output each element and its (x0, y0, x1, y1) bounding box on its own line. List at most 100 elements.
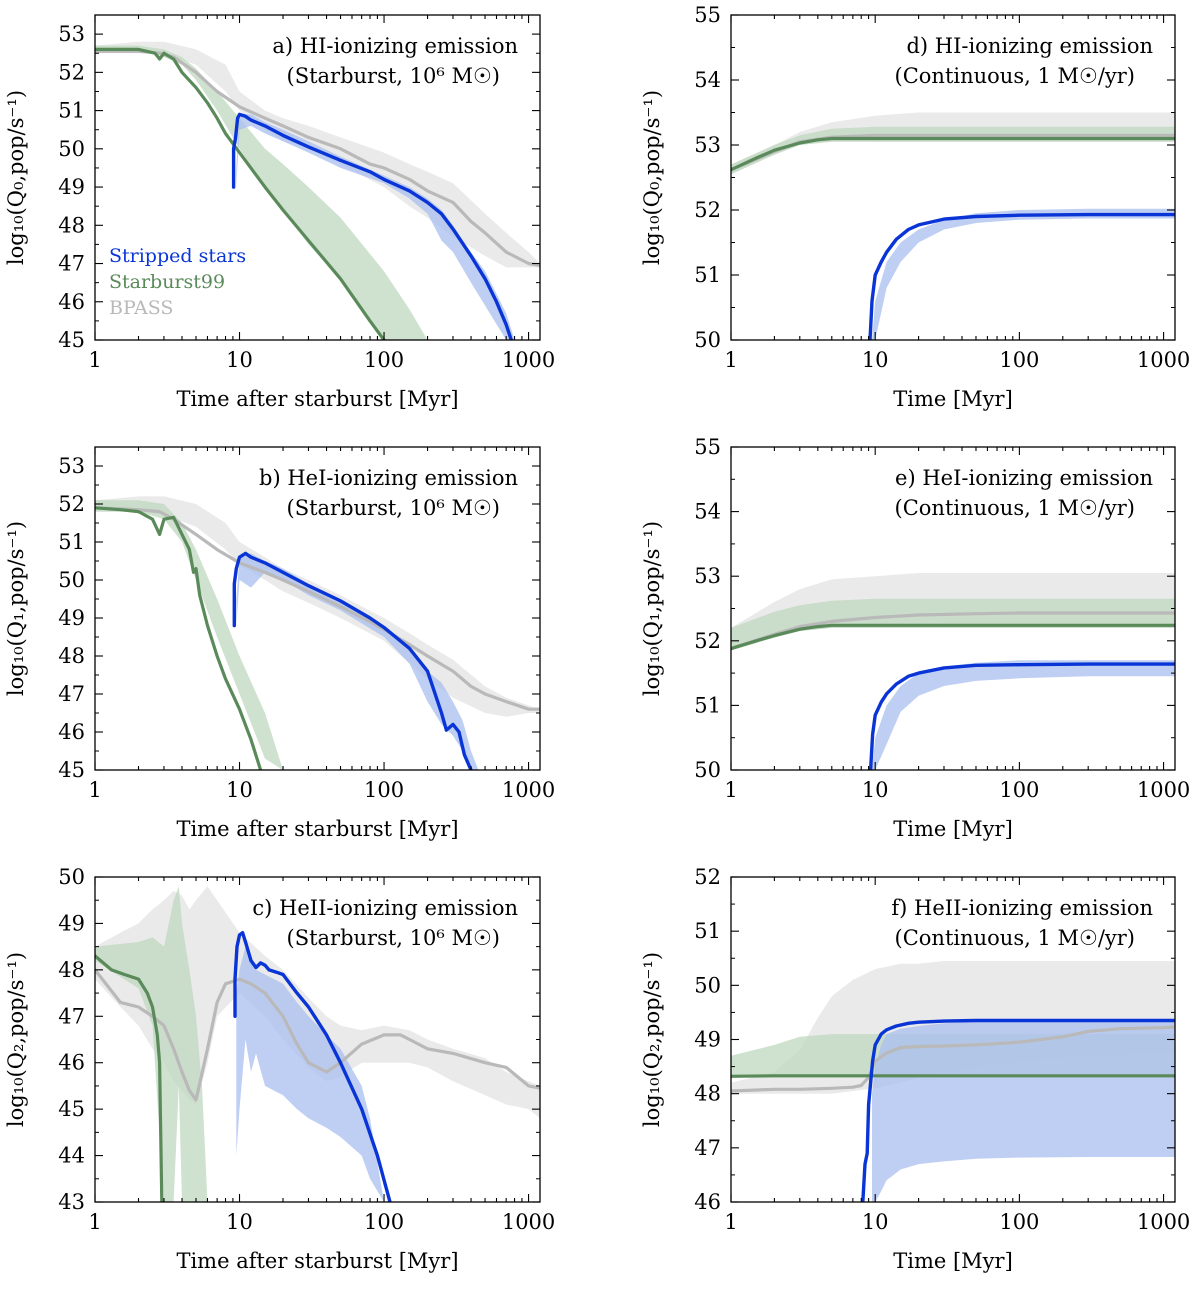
x-tick-label: 10 (862, 348, 889, 372)
sb99-line (731, 1074, 1175, 1078)
panel-title-line2: (Starburst, 10⁶ M☉) (287, 496, 501, 520)
y-tick-label: 54 (694, 500, 721, 524)
x-tick-label: 100 (364, 348, 404, 372)
y-axis-title: log₁₀(Q₁,pop/s⁻¹) (4, 521, 28, 696)
y-tick-label: 50 (694, 758, 721, 782)
y-axis-title: log₁₀(Q₀,pop/s⁻¹) (640, 90, 664, 265)
y-tick-label: 50 (58, 137, 85, 161)
panel-d: 1 10 100 1000 50 51 52 53 54 55 Time [Myr] log₁₀(Q₀… (640, 3, 1190, 411)
x-axis-title: Time after starburst [Myr] (176, 387, 458, 411)
plot-area (731, 112, 1175, 340)
x-axis-title: Time after starburst [Myr] (176, 1249, 458, 1273)
x-tick-label: 1 (88, 348, 101, 372)
panel-title-line1: f) HeII-ionizing emission (891, 896, 1153, 920)
y-tick-label: 54 (694, 68, 721, 92)
sb99-uncertainty-band (95, 500, 283, 770)
stripped-line (868, 662, 1175, 770)
x-tick-label: 1000 (502, 1210, 555, 1234)
legend-label-stripped: Stripped stars (109, 245, 246, 267)
x-tick-label: 100 (999, 778, 1039, 802)
panel-title-line1: e) HeI-ionizing emission (895, 466, 1153, 490)
x-axis-title: Time [Myr] (893, 1249, 1013, 1273)
legend-label-bpass: BPASS (109, 297, 173, 319)
plot-area (95, 886, 540, 1202)
panel-title-line2: (Continuous, 1 M☉/yr) (895, 64, 1135, 88)
plot-area (95, 41, 540, 340)
stripped-line (232, 551, 473, 770)
x-tick-label: 1000 (1137, 348, 1190, 372)
y-tick-label: 45 (58, 1097, 85, 1121)
x-tick-label: 100 (999, 348, 1039, 372)
bpass-line (95, 968, 540, 1102)
panel-e: 1 10 100 1000 50 51 52 53 54 55 Time [Myr] log₁₀(Q₁… (640, 435, 1190, 841)
y-tick-label: 47 (58, 682, 85, 706)
sb99-line (95, 954, 164, 1202)
x-tick-label: 10 (226, 348, 253, 372)
y-tick-label: 45 (58, 758, 85, 782)
x-tick-label: 100 (364, 778, 404, 802)
x-tick-label: 1 (724, 778, 737, 802)
y-tick-label: 53 (694, 564, 721, 588)
panel-title-line2: (Starburst, 10⁶ M☉) (287, 64, 501, 88)
y-tick-label: 49 (58, 606, 85, 630)
plot-area (95, 496, 540, 770)
stripped-uncertainty-band (236, 553, 479, 770)
panel-c: 1 10 100 1000 43 44 45 46 47 48 49 50 Time after sta… (4, 865, 555, 1273)
y-tick-label: 51 (694, 263, 721, 287)
y-tick-label: 52 (694, 629, 721, 653)
x-axis-title: Time [Myr] (893, 387, 1013, 411)
x-tick-label: 1000 (1137, 778, 1190, 802)
y-tick-label: 50 (58, 865, 85, 889)
y-tick-label: 47 (58, 1004, 85, 1028)
y-tick-label: 52 (694, 865, 721, 889)
stripped-uncertainty-band (872, 208, 1175, 340)
sb99-uncertainty-band (95, 45, 428, 340)
panel-f: 1 10 100 1000 46 47 48 49 50 51 52 Time [Myr] log₁₀(… (640, 865, 1190, 1273)
stripped-uncertainty-band (872, 1020, 1175, 1202)
y-tick-label: 44 (58, 1144, 85, 1168)
plot-frame (94, 14, 541, 341)
y-tick-label: 46 (58, 1051, 85, 1075)
y-tick-label: 53 (58, 454, 85, 478)
panel-title-line1: d) HI-ionizing emission (906, 34, 1153, 58)
x-tick-label: 10 (226, 1210, 253, 1234)
plot-area (731, 573, 1175, 770)
y-tick-label: 45 (58, 328, 85, 352)
y-tick-label: 51 (694, 919, 721, 943)
y-tick-label: 48 (58, 644, 85, 668)
y-tick-label: 52 (694, 198, 721, 222)
sb99-line (731, 136, 1175, 172)
y-tick-label: 55 (694, 3, 721, 27)
plot-frame (94, 446, 541, 771)
y-tick-label: 50 (694, 328, 721, 352)
y-axis-title: log₁₀(Q₁,pop/s⁻¹) (640, 521, 664, 696)
x-tick-label: 10 (226, 778, 253, 802)
sb99-uncertainty-band (95, 886, 208, 1202)
stripped-uncertainty-band (872, 660, 1175, 770)
y-tick-label: 48 (694, 1082, 721, 1106)
y-tick-label: 50 (58, 568, 85, 592)
y-tick-label: 52 (58, 492, 85, 516)
y-tick-label: 49 (58, 175, 85, 199)
y-tick-label: 52 (58, 60, 85, 84)
x-tick-label: 1000 (502, 348, 555, 372)
legend-label-sb99: Starburst99 (109, 271, 225, 293)
y-tick-label: 51 (58, 530, 85, 554)
panel-title-line1: a) HI-ionizing emission (272, 34, 518, 58)
y-tick-label: 51 (58, 99, 85, 123)
bpass-line (731, 1025, 1175, 1093)
y-tick-label: 47 (58, 252, 85, 276)
stripped-line (231, 112, 513, 340)
x-tick-label: 1000 (502, 778, 555, 802)
y-tick-label: 51 (694, 693, 721, 717)
panel-title-line1: c) HeII-ionizing emission (252, 896, 518, 920)
stripped-line (233, 931, 392, 1202)
y-tick-label: 53 (58, 22, 85, 46)
y-axis-title: log₁₀(Q₂,pop/s⁻¹) (4, 952, 28, 1127)
x-tick-label: 10 (862, 1210, 889, 1234)
y-tick-label: 49 (58, 911, 85, 935)
y-tick-label: 53 (694, 133, 721, 157)
panel-title-line2: (Continuous, 1 M☉/yr) (895, 496, 1135, 520)
x-tick-label: 100 (364, 1210, 404, 1234)
